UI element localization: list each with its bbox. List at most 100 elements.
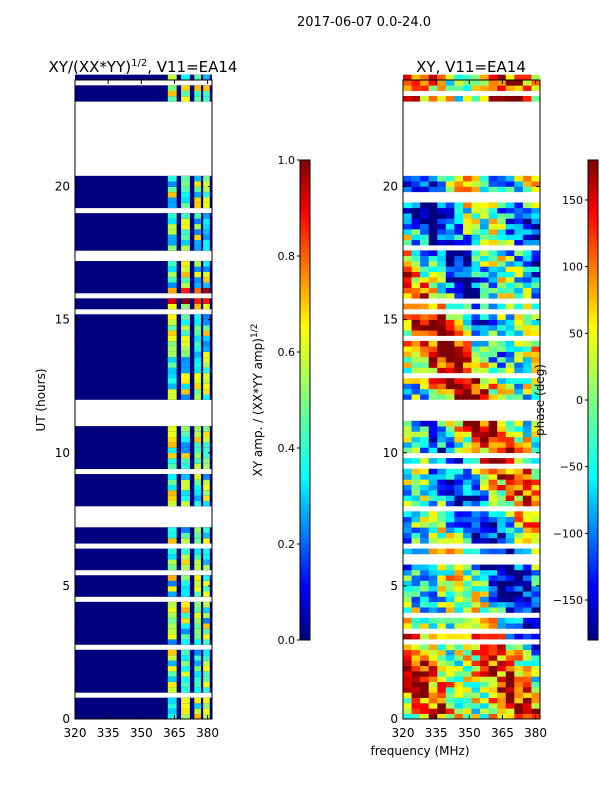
phase-cell <box>522 548 532 555</box>
phase-cell <box>445 585 455 592</box>
phase-cell <box>471 293 481 299</box>
phase-cell <box>462 474 472 480</box>
phase-cell <box>522 426 532 432</box>
phase-cell <box>522 713 532 720</box>
amp-cell-bright <box>167 559 177 565</box>
phase-cell <box>505 426 515 432</box>
phase-cell <box>462 207 472 214</box>
amp-cell-bright <box>203 442 210 448</box>
phase-cell <box>445 703 455 709</box>
phase-cell <box>488 223 498 230</box>
phase-cell <box>454 521 464 528</box>
phase-cell <box>522 671 532 677</box>
phase-cell <box>505 388 515 395</box>
phase-cell <box>454 500 464 507</box>
phase-cell <box>445 660 455 667</box>
phase-cell <box>411 255 421 262</box>
amp-cell-bright <box>203 708 210 714</box>
phase-cell <box>462 708 472 714</box>
amp-cell-bright <box>181 617 190 624</box>
phase-ytick-label: 0 <box>390 712 398 726</box>
phase-cell <box>437 388 447 395</box>
phase-cell <box>428 436 438 443</box>
phase-cell <box>420 644 429 651</box>
phase-cell <box>471 601 481 608</box>
phase-cell <box>428 479 438 485</box>
phase-cell <box>480 261 489 267</box>
phase-cell <box>531 479 541 485</box>
phase-cell <box>497 601 507 608</box>
phase-cell <box>454 516 464 523</box>
amp-cell-bright <box>167 287 177 294</box>
phase-cell <box>411 660 421 667</box>
phase-cell <box>480 282 489 288</box>
amp-cell-bright <box>167 490 177 496</box>
amp-cell-bright <box>203 580 210 587</box>
phase-cell <box>445 420 455 427</box>
phase-cell <box>437 548 447 555</box>
phase-cell <box>454 85 464 91</box>
phase-cell <box>471 474 481 480</box>
phase-cell <box>514 617 524 624</box>
amp-cell-bright <box>167 575 177 581</box>
phase-cell <box>411 303 421 310</box>
phase-cell <box>514 585 524 592</box>
phase-cell <box>480 234 489 241</box>
phase-cell <box>403 85 412 91</box>
phase-cell <box>531 484 541 491</box>
phase-cell <box>437 442 447 448</box>
phase-cell <box>514 687 524 693</box>
amp-cell-bright <box>181 537 190 544</box>
amp-cell-bright <box>167 527 177 533</box>
phase-cell <box>420 330 429 336</box>
phase-cbtick-label: −100 <box>553 527 583 540</box>
amp-cell-bright <box>167 362 177 368</box>
phase-cell <box>505 713 515 720</box>
phase-xtick-label: 335 <box>425 726 448 740</box>
phase-cell <box>480 521 489 528</box>
phase-cell <box>514 356 524 363</box>
phase-cell <box>471 394 481 400</box>
phase-cell <box>505 80 515 86</box>
phase-cell <box>480 671 489 677</box>
phase-cell <box>462 293 472 299</box>
phase-cell <box>420 521 429 528</box>
amp-cell-bright <box>194 229 201 235</box>
phase-cell <box>514 692 524 698</box>
phase-cell <box>462 442 472 448</box>
amp-cell-row <box>75 687 212 693</box>
phase-cell <box>531 580 541 587</box>
phase-cell <box>445 175 455 182</box>
phase-cell <box>497 479 507 485</box>
phase-cell <box>454 181 464 187</box>
phase-cell <box>514 330 524 336</box>
phase-cell <box>420 266 429 272</box>
amp-cell-row <box>75 697 212 704</box>
amp-cell-bright <box>181 458 190 464</box>
phase-cell <box>403 671 412 677</box>
phase-cell <box>514 207 524 214</box>
phase-cell <box>411 596 421 603</box>
phase-cell <box>403 277 412 283</box>
amp-cell-bright <box>203 383 210 390</box>
phase-cell <box>531 692 541 698</box>
amp-cell-bright <box>194 703 201 709</box>
phase-cell <box>462 420 472 427</box>
phase-cell <box>428 468 438 475</box>
phase-cell <box>428 367 438 374</box>
amp-cell-bright <box>194 356 201 363</box>
phase-cell <box>445 713 455 720</box>
phase-cell <box>522 346 532 352</box>
amp-cell-bright <box>203 697 210 704</box>
phase-cell <box>428 426 438 432</box>
phase-ytick-label: 20 <box>383 180 398 194</box>
amp-cell-row <box>75 527 212 533</box>
phase-cell <box>514 697 524 704</box>
phase-cell <box>488 532 498 539</box>
phase-cell <box>488 383 498 390</box>
phase-cell <box>420 495 429 501</box>
phase-cell <box>454 202 464 209</box>
phase-cell <box>445 324 455 331</box>
phase-cell <box>420 271 429 278</box>
phase-cell <box>437 500 447 507</box>
